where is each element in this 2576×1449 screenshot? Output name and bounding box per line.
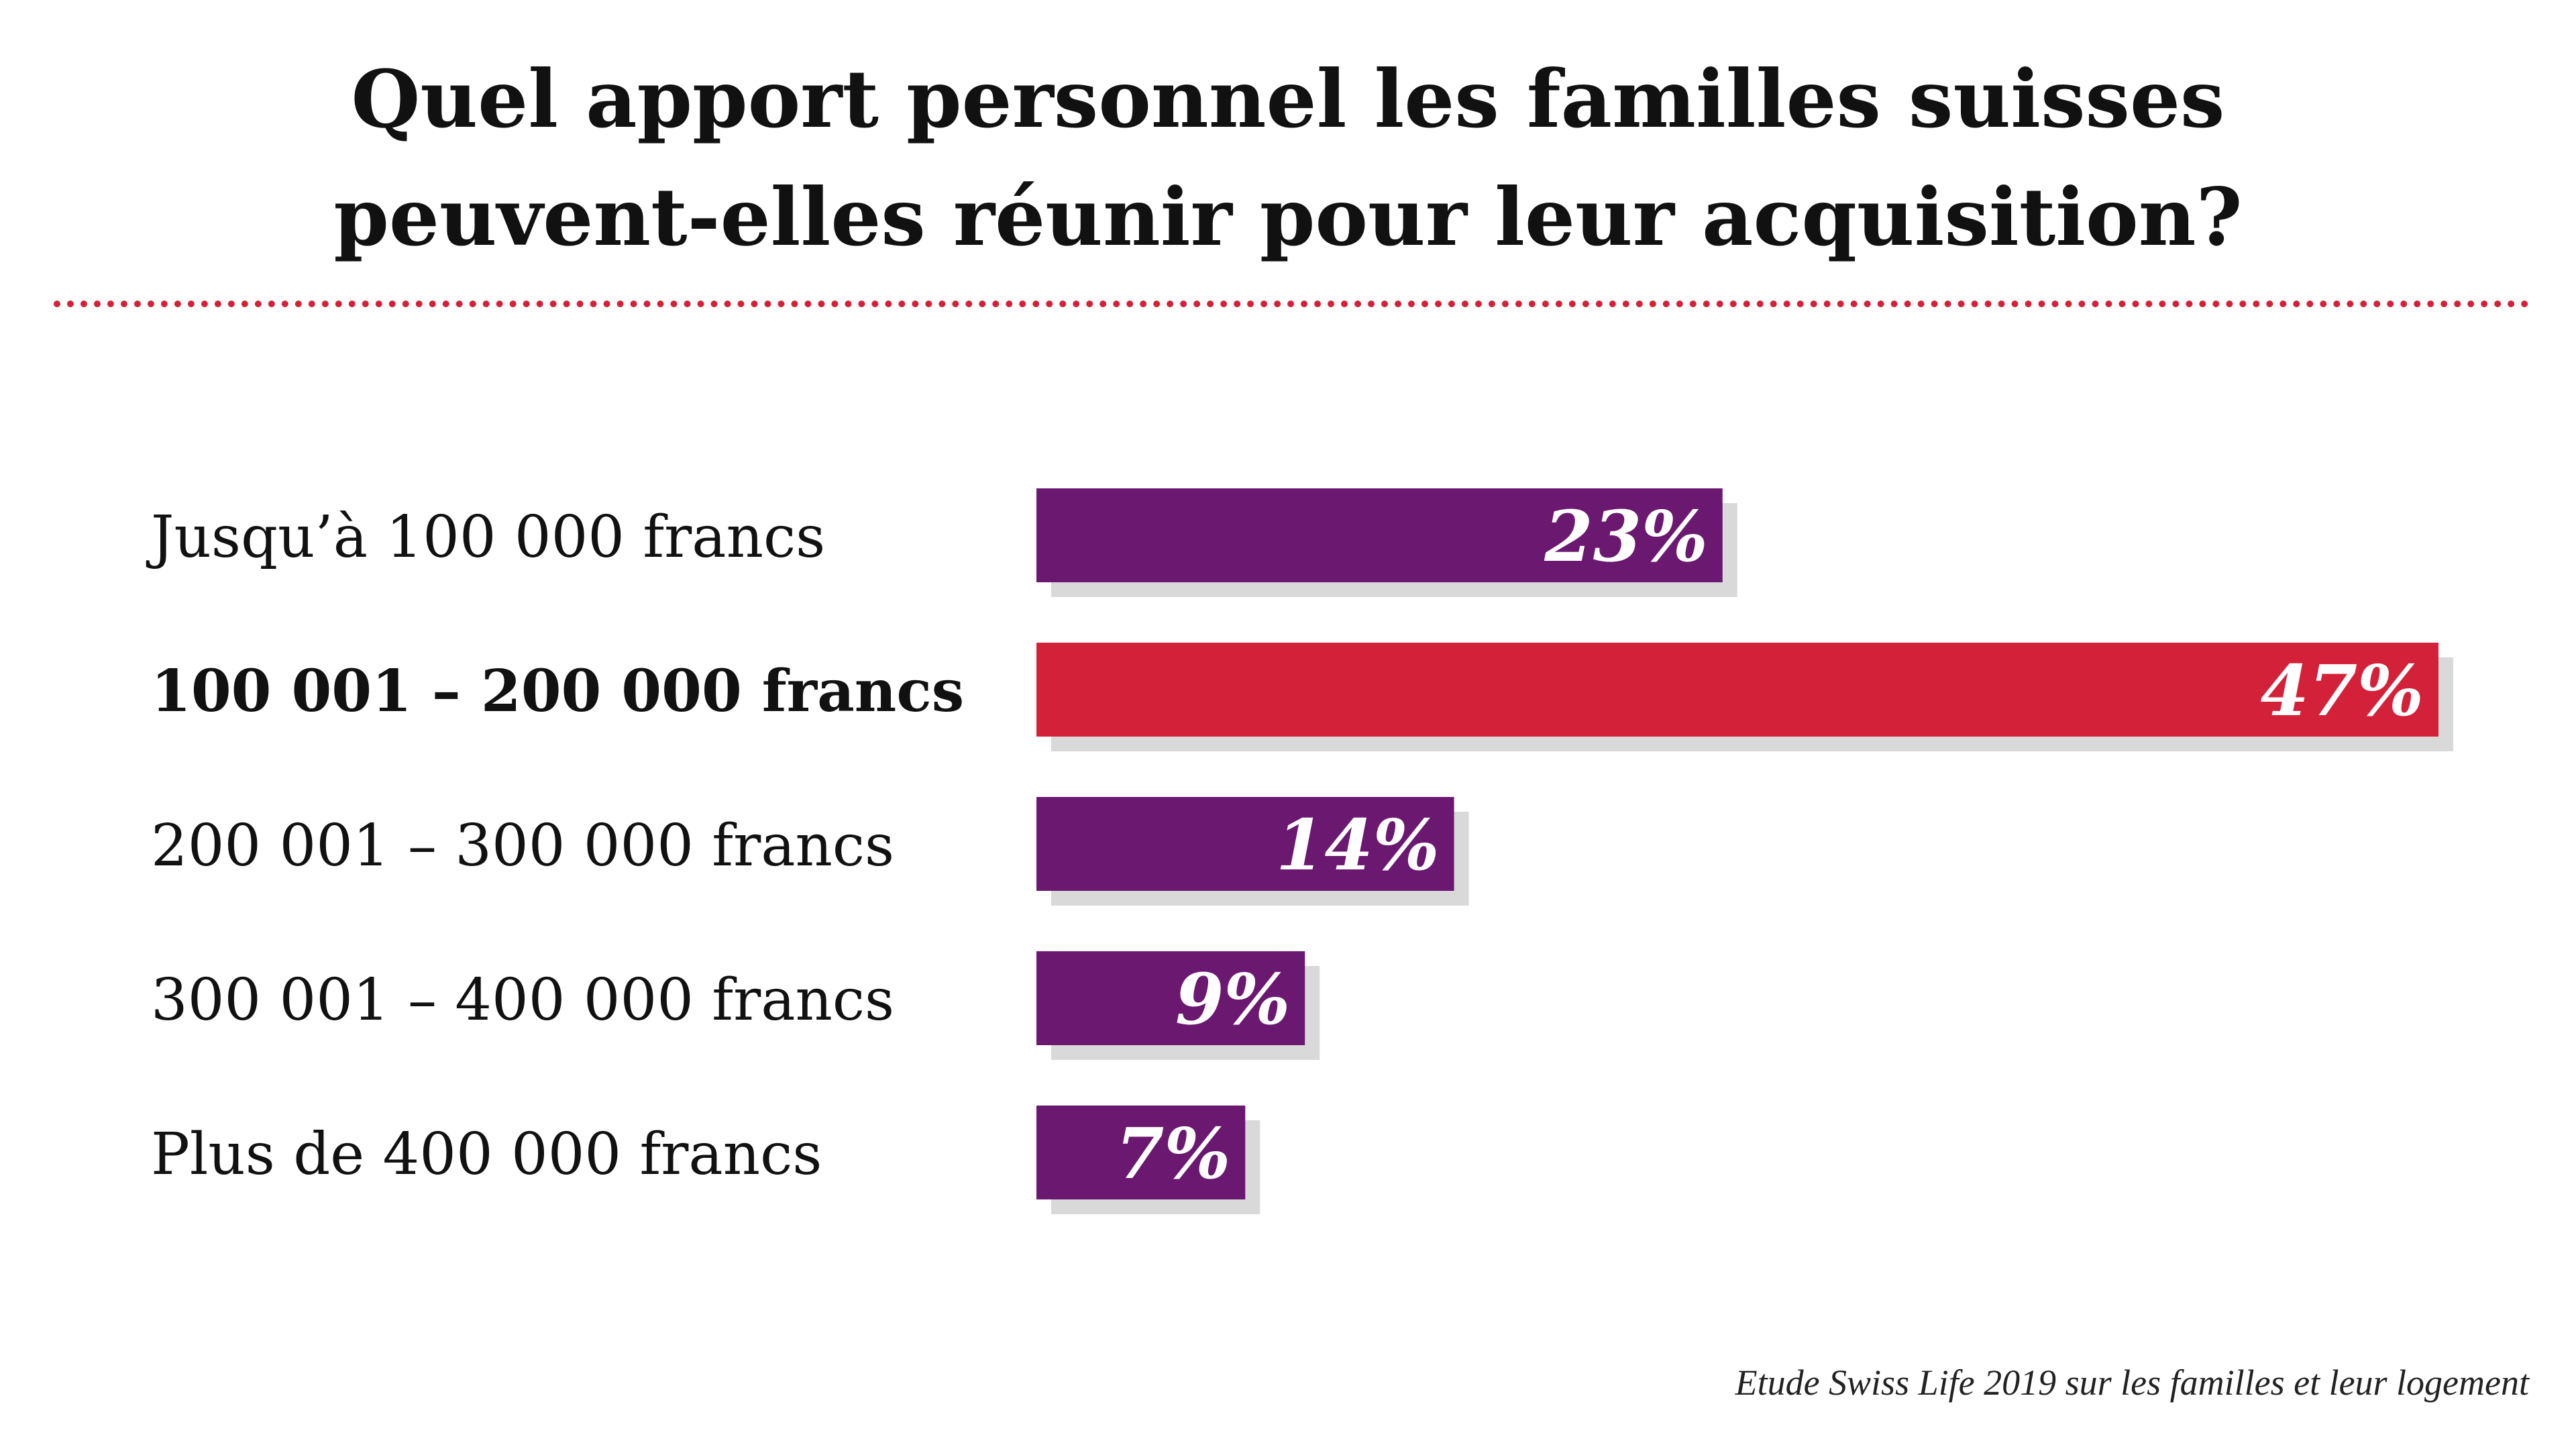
bar-value-label: 47% bbox=[2260, 649, 2424, 732]
bar-row: 14% 200 001 – 300 000 francs bbox=[151, 797, 1469, 906]
bar bbox=[1036, 1106, 1246, 1199]
chart-title-line-2: peuvent-elles réunir pour leur acquisiti… bbox=[333, 170, 2243, 264]
bar-value-label: 23% bbox=[1544, 495, 1708, 578]
bar bbox=[1036, 951, 1305, 1045]
bars-group: 23% Jusqu’à 100 000 francs 47% 100 001 – 20… bbox=[146, 488, 2453, 1214]
bar-value-label: 14% bbox=[1276, 804, 1440, 886]
bar bbox=[1036, 488, 1723, 582]
bar bbox=[1036, 797, 1454, 891]
category-label: 300 001 – 400 000 francs bbox=[151, 967, 894, 1034]
bar-value-label: 7% bbox=[1116, 1112, 1230, 1195]
bar-row: 47% 100 001 – 200 000 francs bbox=[151, 643, 2453, 751]
bar-value-label: 9% bbox=[1175, 958, 1290, 1040]
title-divider bbox=[54, 301, 2529, 307]
chart-title: Quel apport personnel les familles suiss… bbox=[0, 40, 2576, 276]
category-label: Jusqu’à 100 000 francs bbox=[146, 504, 825, 571]
bar-row: 9% 300 001 – 400 000 francs bbox=[151, 951, 1320, 1060]
category-label: 200 001 – 300 000 francs bbox=[151, 812, 894, 879]
source-note: Etude Swiss Life 2019 sur les familles e… bbox=[1735, 1362, 2529, 1403]
bar-row: 23% Jusqu’à 100 000 francs bbox=[146, 488, 1737, 597]
bar-highlight bbox=[1036, 643, 2438, 737]
chart-title-line-1: Quel apport personnel les familles suiss… bbox=[351, 52, 2225, 146]
bar-row: 7% Plus de 400 000 francs bbox=[151, 1106, 1260, 1214]
category-label: 100 001 – 200 000 francs bbox=[151, 657, 964, 725]
category-label: Plus de 400 000 francs bbox=[151, 1121, 822, 1188]
